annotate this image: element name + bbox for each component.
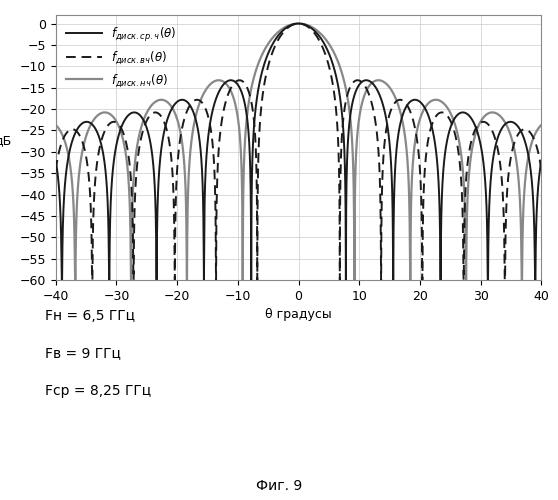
Text: Fср = 8,25 ГГц: Fср = 8,25 ГГц [45,384,151,398]
Text: Fв = 9 ГГц: Fв = 9 ГГц [45,346,121,360]
Text: Fн = 6,5 ГГц: Fн = 6,5 ГГц [45,309,134,323]
Legend: $f_{\it{диск.ср.ч}}(\theta)$, $f_{\it{диск.вч}}(\theta)$, $f_{\it{диск.нч}}(\the: $f_{\it{диск.ср.ч}}(\theta)$, $f_{\it{ди… [62,21,181,94]
Y-axis label: дБ: дБ [0,134,12,147]
Text: Фиг. 9: Фиг. 9 [256,479,302,493]
X-axis label: θ градусы: θ градусы [265,308,332,322]
